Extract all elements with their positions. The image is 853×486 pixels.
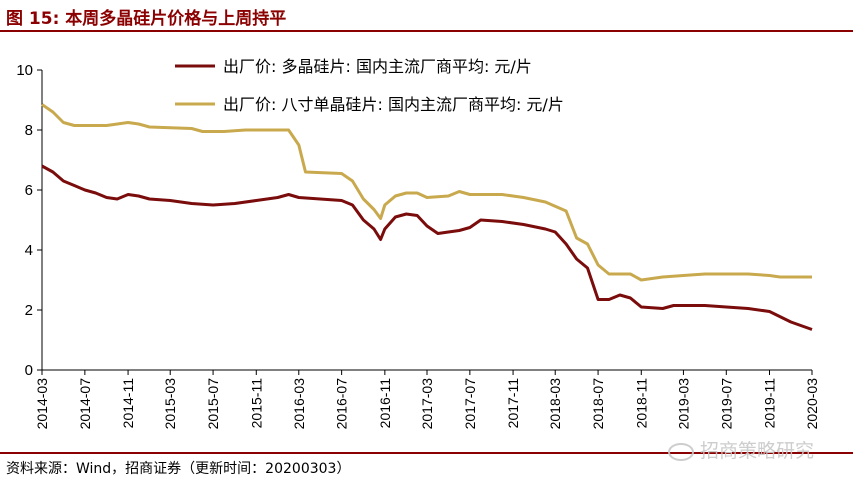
line-chart: 0 2 4 6 8 10 2014-03 2014-07 2014-11 2015-03 2015-… [16, 57, 820, 430]
wechat-icon [668, 442, 694, 461]
legend-label-1: 出厂价: 多晶硅片: 国内主流厂商平均: 元/片 [223, 57, 532, 76]
y-tick-label: 6 [25, 182, 33, 199]
x-tick-label: 2019-07 [718, 378, 734, 430]
y-tick-label: 4 [25, 242, 33, 259]
x-tick-label: 2017-03 [419, 378, 435, 430]
x-tick-label: 2014-07 [77, 378, 93, 430]
legend-label-2: 出厂价: 八寸单晶硅片: 国内主流厂商平均: 元/片 [223, 95, 564, 114]
x-tick-label: 2015-03 [162, 378, 178, 430]
x-tick-label: 2018-03 [547, 378, 563, 430]
x-tick-label: 2016-11 [377, 378, 393, 429]
x-tick-label: 2019-11 [761, 378, 777, 429]
x-tick-label: 2017-11 [505, 378, 521, 429]
y-tick-label: 2 [25, 302, 33, 319]
x-tick-label: 2016-03 [291, 378, 307, 430]
source-note: 资料来源：Wind，招商证券（更新时间：20200303） [6, 461, 351, 477]
y-tick-label: 10 [16, 62, 33, 79]
y-tick-label: 8 [25, 122, 33, 139]
y-tick-label: 0 [25, 362, 33, 379]
footer-divider [0, 452, 853, 454]
x-tick-label: 2014-03 [34, 378, 50, 430]
title-bar: 图 15: 本周多晶硅片价格与上周持平 [0, 0, 853, 32]
series-line-2 [41, 103, 812, 282]
x-tick-label: 2018-11 [633, 378, 649, 429]
x-tick-label: 2015-07 [205, 378, 221, 430]
x-tick-label: 2017-07 [462, 378, 478, 430]
x-tick-label: 2014-11 [120, 378, 136, 429]
x-tick-label: 2019-03 [675, 378, 691, 430]
series-line-1 [41, 164, 813, 331]
chart-title: 图 15: 本周多晶硅片价格与上周持平 [6, 9, 287, 29]
watermark-text: 招商策略研究 [700, 440, 815, 462]
x-tick-label: 2020-03 [804, 378, 820, 430]
x-tick-label: 2016-07 [334, 378, 350, 430]
x-tick-label: 2015-11 [248, 378, 264, 429]
x-tick-label: 2018-07 [590, 378, 606, 430]
watermark: 招商策略研究 [668, 436, 814, 463]
